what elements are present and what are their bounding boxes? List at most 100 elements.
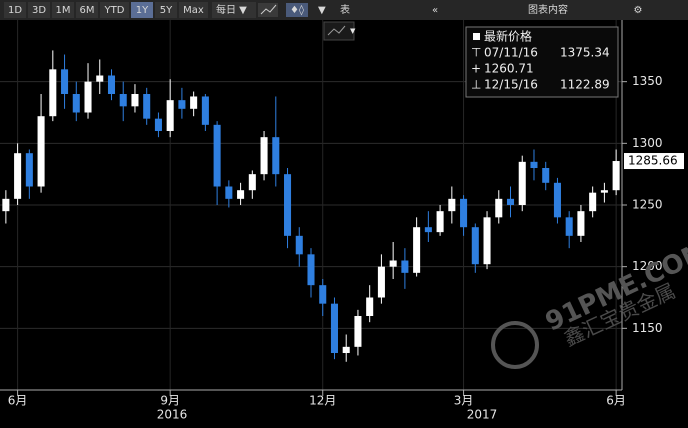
range-button[interactable] [179,2,208,18]
range-label[interactable]: 3D [32,5,46,16]
x-tick-label: 3月 [454,394,474,408]
x-tick-label: 6月 [8,394,28,408]
content-button[interactable]: 图表内容 [528,3,568,16]
chart-type-icon [327,25,346,36]
candle-body [201,96,209,125]
candle-body [49,69,57,117]
candle-body [119,94,127,107]
candle-body [565,217,573,236]
frequency-button[interactable] [212,2,256,18]
candle-body [366,297,374,316]
candle-body [213,124,221,187]
candle-body [577,211,585,236]
candle-body [295,235,303,255]
legend-high-icon: ⊤ [471,46,481,60]
candle-body [143,94,151,119]
range-label[interactable]: 1D [8,5,22,16]
range-label[interactable]: 5Y [160,5,173,16]
candle-body [330,303,338,353]
candle-body [25,153,33,187]
candle-body [307,254,315,286]
line-icon [260,4,277,15]
y-tick-label: 1350 [632,74,663,88]
legend-box [465,26,619,98]
range-button[interactable] [28,2,50,18]
table-button[interactable]: 表 [340,3,350,16]
candle-body [14,153,22,199]
candle-body [377,266,385,298]
range-button[interactable] [76,2,98,18]
candle-body [84,81,92,113]
candle-icon: ♦◊ [290,4,304,16]
last-price-box [624,153,684,170]
range-label[interactable]: 6M [80,5,95,16]
candle-body [471,227,479,265]
candle-body [178,100,186,109]
frequency-label[interactable]: 每日 ▼ [216,3,247,16]
candle-body [542,168,550,183]
candle-body [506,198,515,205]
range-label[interactable]: YTD [104,5,125,16]
range-button[interactable] [155,2,177,18]
legend-low-date: 12/15/16 [484,78,538,92]
y-tick-label: 1150 [632,321,663,335]
range-label[interactable]: 1Y [136,5,149,16]
candle-body [319,285,327,304]
candle-body [401,260,409,273]
candle-body [131,94,139,107]
range-button[interactable] [4,2,26,18]
y-tick-label: 1200 [632,259,663,273]
dropdown-arrow[interactable]: ▼ [318,5,326,16]
settings-button[interactable]: ⚙ [634,5,643,16]
legend-title: 最新价格 [484,29,532,44]
candle-body [342,346,350,353]
x-tick-label: 12月 [309,394,336,408]
candle-body [166,100,174,131]
candle-body [553,182,561,218]
y-tick-label: 1250 [632,198,663,212]
candle-body [495,198,503,218]
candle-body [61,69,69,94]
legend-low-value: 1122.89 [560,78,610,92]
watermark-logo [491,321,539,369]
range-button[interactable] [100,2,129,18]
candle-body [589,192,597,212]
candle-body [2,198,10,212]
legend-average: 1260.71 [484,62,534,76]
candle-body [436,211,444,233]
candle-body [154,118,162,131]
candle-body [424,227,432,233]
range-label[interactable]: 1M [56,5,71,16]
candle-body [37,116,45,187]
year-label: 2016 [157,408,188,422]
candle-body [107,75,116,94]
chart-type-arrow: ▼ [350,27,356,35]
x-tick-label: 6月 [606,394,626,408]
candle-body [354,316,362,347]
range-button[interactable] [52,2,74,18]
candle-icon-button[interactable] [286,3,308,17]
candle-body [248,174,256,191]
toolbar-buttons: 1D 3D 1M 6M YTD 1Y 5Y Max 每日 ▼ [4,2,256,18]
y-tick-label: 1300 [632,136,663,150]
candle-body [600,190,608,193]
candle-body [389,260,397,267]
x-tick-label: 9月 [160,394,180,408]
candle-body [460,198,468,228]
chart-type-button[interactable] [323,21,355,41]
year-label: 2017 [467,408,498,422]
legend-low-icon: ⊥ [471,78,481,92]
range-label[interactable]: Max [183,5,204,16]
collapse-button[interactable]: « [432,5,438,16]
candle-body [225,186,233,199]
legend-avg-icon: + [471,62,481,76]
candle-body [190,96,198,109]
candle-body [260,137,268,175]
candle-body [448,198,456,212]
candle-body [413,227,421,273]
legend-high-date: 07/11/16 [484,46,538,60]
range-button[interactable] [131,2,153,18]
candle-body [237,190,245,199]
